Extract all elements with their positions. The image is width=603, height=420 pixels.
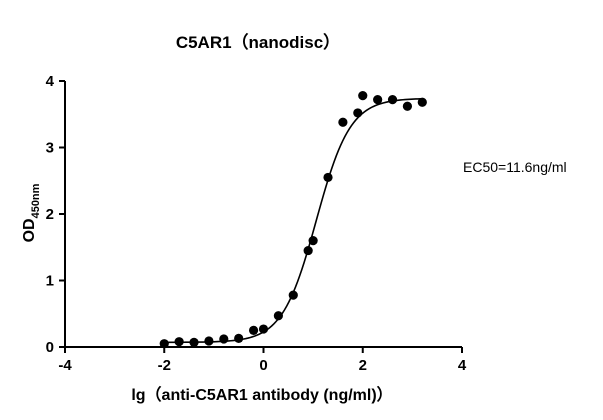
y-axis-title-main: OD [21,218,38,242]
y-axis-title-subscript: 450nm [30,183,42,218]
x-tick-label: 4 [458,357,467,374]
data-point [234,333,244,343]
data-point [219,334,229,344]
x-axis-title: lg（anti-C5AR1 antibody (ng/ml)） [131,386,392,404]
x-tick-label: -2 [158,357,171,374]
y-tick-label: 3 [46,140,54,157]
y-tick-label: 1 [46,273,54,290]
data-point [288,290,298,300]
x-tick-label: 0 [259,357,267,374]
fit-curve [164,97,423,344]
y-axis-title: OD450nm [21,183,42,242]
data-point [338,117,348,127]
x-tick-label: 2 [359,357,367,374]
data-point [353,108,363,118]
data-point [258,324,269,334]
data-point [358,91,368,101]
chart-title: C5AR1（nanodisc） [176,32,340,52]
x-tick-label: -4 [58,357,72,374]
data-point [174,337,184,347]
data-point [373,95,383,105]
y-tick-label: 0 [46,339,54,356]
y-tick-label: 4 [46,73,55,90]
ec50-annotation: EC50=11.6ng/ml [463,159,567,175]
data-point [308,236,318,246]
data-point [303,245,313,256]
data-point [323,172,333,183]
data-point [273,311,283,321]
data-point [417,97,427,107]
data-point [204,336,214,346]
svg-text:OD450nm: OD450nm [21,183,42,242]
y-tick-label: 2 [46,206,54,223]
data-point [402,101,413,111]
data-point [387,95,398,105]
data-point [159,339,169,349]
data-point [248,325,259,335]
data-point [189,337,199,347]
